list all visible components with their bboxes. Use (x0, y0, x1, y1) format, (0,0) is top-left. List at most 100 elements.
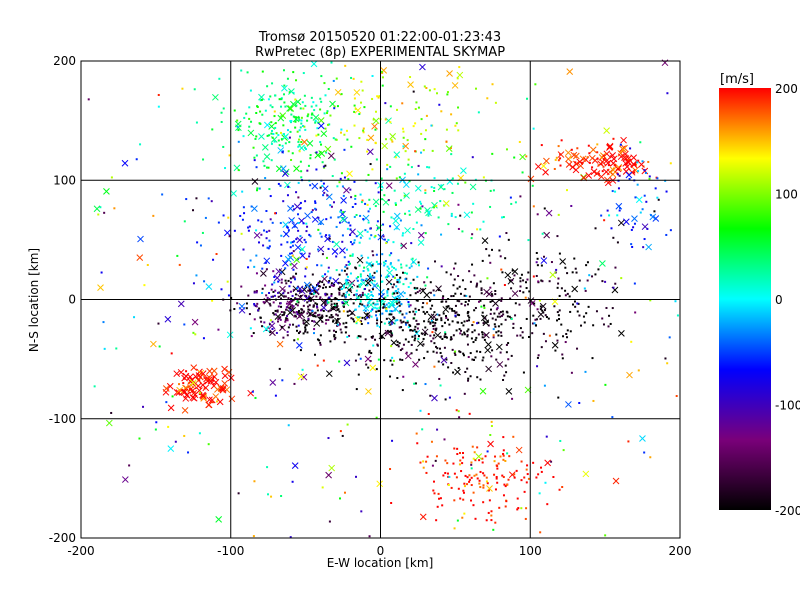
scatter-point-2141 (410, 166, 413, 169)
scatter-point-438 (287, 297, 290, 300)
scatter-point-428 (298, 309, 301, 312)
scatter-point-1157 (481, 331, 484, 334)
scatter-point-2289 (616, 241, 619, 244)
scatter-point-1106 (497, 325, 500, 328)
scatter-point-1091 (410, 343, 413, 346)
scatter-point-1355 (407, 340, 410, 343)
scatter-point-2745 (674, 300, 677, 303)
scatter-point-645 (304, 328, 307, 331)
scatter-point-2699 (562, 449, 565, 452)
scatter-point-1646 (259, 122, 262, 125)
scatter-point-1432 (433, 342, 436, 345)
scatter-point-364 (457, 487, 460, 490)
scatter-point-792 (351, 253, 354, 256)
scatter-point-1878 (327, 247, 330, 250)
scatter-point-1056 (366, 312, 369, 315)
scatter-point-1449 (498, 312, 501, 315)
scatter-point-1512 (499, 311, 502, 314)
scatter-cross-1843 (371, 122, 378, 130)
scatter-point-667 (346, 310, 349, 313)
scatter-point-2648 (565, 189, 568, 192)
scatter-point-217 (520, 507, 523, 510)
scatter-point-2006 (203, 280, 206, 283)
scatter-point-2338 (459, 214, 462, 217)
scatter-cross-1215 (385, 278, 393, 286)
scatter-point-2073 (253, 159, 256, 162)
scatter-point-256 (422, 460, 425, 463)
scatter-point-432 (324, 304, 327, 307)
scatter-point-239 (479, 470, 482, 473)
scatter-point-902 (387, 275, 390, 278)
scatter-point-2123 (450, 212, 453, 215)
scatter-point-1344 (492, 282, 495, 285)
scatter-point-2261 (485, 248, 488, 251)
scatter-point-1425 (429, 281, 432, 284)
scatter-point-909 (377, 263, 380, 266)
scatter-point-2162 (428, 166, 431, 169)
scatter-point-747 (289, 281, 292, 284)
scatter-point-1503 (401, 347, 404, 350)
scatter-point-1408 (511, 279, 514, 282)
scatter-point-2148 (412, 227, 415, 230)
scatter-point-309 (485, 480, 488, 483)
scatter-point-1572 (271, 82, 274, 85)
scatter-point-951 (409, 282, 412, 285)
scatter-point-840 (411, 257, 414, 260)
scatter-point-1013 (376, 317, 379, 320)
colorbar-tick-0: 200 (775, 82, 798, 96)
scatter-point-416 (330, 293, 333, 296)
scatter-point-670 (316, 338, 319, 341)
scatter-point-1889 (261, 267, 264, 270)
scatter-cross-1852 (354, 106, 362, 114)
scatter-point-2475 (364, 229, 367, 232)
scatter-cross-740 (298, 287, 306, 295)
scatter-cross-2636 (97, 284, 104, 291)
scatter-point-2534 (471, 156, 474, 159)
scatter-point-2087 (247, 229, 250, 232)
scatter-point-195 (559, 157, 562, 160)
scatter-point-1829 (353, 124, 356, 127)
scatter-point-1134 (544, 340, 547, 343)
scatter-point-2079 (372, 276, 375, 279)
scatter-point-1756 (371, 97, 374, 100)
scatter-point-1174 (514, 302, 517, 305)
scatter-point-2581 (538, 299, 541, 302)
scatter-point-2096 (374, 182, 377, 185)
scatter-point-704 (271, 327, 274, 330)
scatter-point-2432 (387, 199, 390, 202)
scatter-point-1489 (469, 375, 472, 378)
scatter-point-1519 (536, 356, 539, 359)
scatter-point-2349 (669, 229, 672, 232)
scatter-point-642 (333, 283, 336, 286)
scatter-point-2522 (158, 345, 161, 348)
scatter-point-957 (348, 293, 351, 296)
scatter-point-1704 (319, 141, 322, 144)
scatter-point-2071 (247, 266, 250, 269)
scatter-point-1463 (357, 373, 360, 376)
scatter-point-1541 (320, 100, 323, 103)
scatter-point-2442 (368, 535, 371, 538)
scatter-point-1209 (445, 300, 448, 303)
scatter-point-1844 (404, 150, 407, 153)
scatter-point-415 (329, 309, 332, 312)
scatter-point-2610 (503, 284, 506, 287)
scatter-point-125 (612, 167, 615, 170)
scatter-point-1373 (441, 296, 444, 299)
scatter-point-1522 (361, 294, 364, 297)
scatter-point-2474 (424, 383, 427, 386)
scatter-point-1200 (417, 308, 420, 311)
scatter-cross-2743 (566, 68, 574, 75)
scatter-point-2306 (519, 280, 522, 283)
scatter-point-1467 (330, 307, 333, 310)
scatter-point-2221 (468, 295, 471, 298)
scatter-point-1254 (475, 336, 478, 339)
scatter-cross-1986 (263, 257, 271, 265)
scatter-cross-84 (206, 367, 214, 375)
colorbar-label: [m/s] (720, 72, 754, 87)
scatter-point-981 (355, 322, 358, 325)
scatter-point-1311 (449, 273, 452, 276)
scatter-point-995 (370, 276, 373, 279)
scatter-cross-361 (515, 446, 523, 454)
scatter-cross-73 (190, 364, 198, 371)
scatter-point-1227 (522, 371, 525, 374)
